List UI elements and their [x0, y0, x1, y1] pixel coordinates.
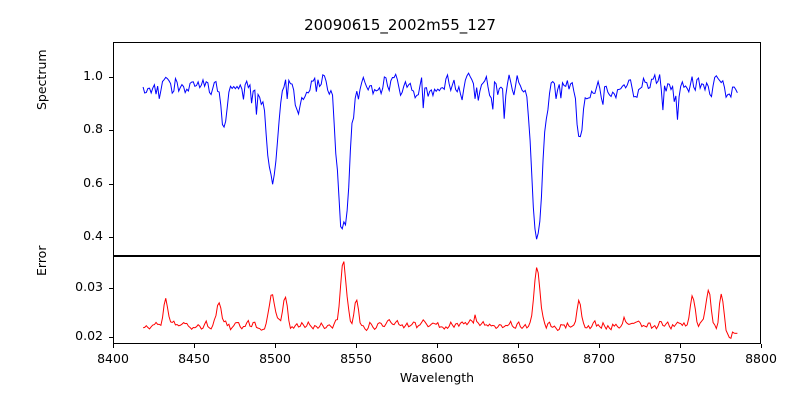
error-ytick-label: 0.03: [75, 278, 103, 294]
spectrum-y-axis-label: Spectrum: [34, 49, 49, 110]
xtick-mark: [437, 344, 438, 348]
error-line-series: [114, 257, 760, 343]
xtick-label: 8750: [664, 351, 696, 366]
xtick-label: 8550: [340, 351, 372, 366]
error-ytick-label: 0.02: [75, 327, 103, 343]
xtick-label: 8800: [745, 351, 777, 366]
chart-title: 20090615_2002m55_127: [304, 16, 496, 34]
spectrum-ytick-label: 1.0: [83, 67, 103, 83]
xtick-label: 8600: [421, 351, 453, 366]
x-axis-label: Wavelength: [399, 370, 475, 385]
xtick-mark: [599, 344, 600, 348]
xtick-label: 8400: [97, 351, 129, 366]
spectrum-plot-area: [113, 42, 761, 256]
spectrum-ytick-label: 0.8: [83, 121, 103, 137]
xtick-mark: [113, 344, 114, 348]
error-plot-area: [113, 256, 761, 344]
spectrum-ytick-label: 0.4: [83, 228, 103, 244]
xtick-mark: [356, 344, 357, 348]
xtick-mark: [680, 344, 681, 348]
error-y-axis-label: Error: [34, 245, 49, 276]
xtick-label: 8450: [178, 351, 210, 366]
xtick-mark: [275, 344, 276, 348]
spectrum-line-series: [114, 43, 760, 255]
xtick-label: 8650: [502, 351, 534, 366]
xtick-mark: [194, 344, 195, 348]
xtick-mark: [518, 344, 519, 348]
xtick-mark: [761, 344, 762, 348]
xtick-label: 8500: [259, 351, 291, 366]
spectrum-ytick-label: 0.6: [83, 174, 103, 190]
xtick-label: 8700: [583, 351, 615, 366]
